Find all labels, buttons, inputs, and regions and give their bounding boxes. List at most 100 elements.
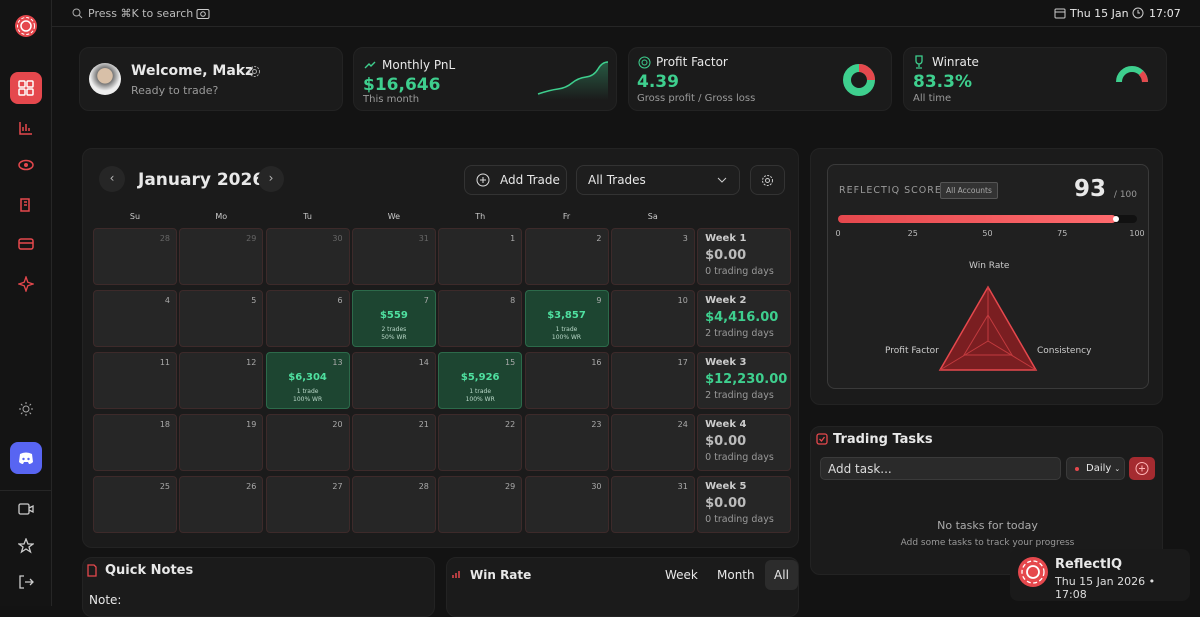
trade-filter[interactable]: All Trades: [576, 165, 740, 195]
toast-time: Thu 15 Jan 2026 • 17:08: [1055, 575, 1156, 601]
tab[interactable]: Month: [717, 568, 755, 582]
stat-sub: All time: [913, 93, 952, 104]
day-cell[interactable]: 11: [93, 352, 177, 409]
day-cell[interactable]: 24: [610, 414, 695, 471]
day-number: 28: [418, 482, 429, 491]
day-cell[interactable]: 28: [93, 228, 177, 285]
day-number: 1: [510, 234, 516, 243]
week-pnl: $0.00: [705, 496, 747, 511]
day-cell[interactable]: 2: [524, 228, 609, 285]
week-days: 2 trading days: [705, 328, 774, 339]
day-cell[interactable]: 17: [610, 352, 695, 409]
day-number: 2: [596, 234, 602, 243]
day-cell[interactable]: 12: [179, 352, 264, 409]
day-cell[interactable]: 26: [179, 476, 264, 533]
day-number: 5: [251, 296, 257, 305]
day-cell[interactable]: 3: [610, 228, 695, 285]
period-select[interactable]: Daily ⌄: [1066, 457, 1125, 480]
toast: ReflectIQ Thu 15 Jan 2026 • 17:08: [1010, 549, 1190, 601]
day-winrate: 100% WR: [551, 334, 582, 341]
day-cell[interactable]: 7 $559 2 trades 50% WR: [351, 290, 436, 347]
day-pnl: $6,304: [288, 372, 327, 383]
logout[interactable]: [18, 574, 34, 590]
day-cell[interactable]: 15 $5,926 1 trade 100% WR: [438, 352, 523, 409]
day-cell[interactable]: 28: [351, 476, 436, 533]
logo[interactable]: [14, 14, 38, 38]
nav-video[interactable]: [18, 502, 34, 516]
search[interactable]: Press ⌘K to search: [88, 7, 194, 20]
weekday-label: Sa: [647, 212, 658, 221]
day-cell[interactable]: 21: [351, 414, 436, 471]
day-cell[interactable]: 16: [524, 352, 609, 409]
score-tick: 100: [1129, 229, 1145, 238]
day-cell[interactable]: 19: [179, 414, 264, 471]
day-trades: 2 trades: [381, 326, 407, 333]
theme-toggle[interactable]: [19, 402, 33, 416]
day-cell[interactable]: 9 $3,857 1 trade 100% WR: [524, 290, 609, 347]
week-label: Week 1: [705, 233, 747, 244]
screenshot-button[interactable]: [196, 7, 210, 19]
settings[interactable]: [248, 65, 261, 78]
day-cell[interactable]: 13 $6,304 1 trade 100% WR: [265, 352, 350, 409]
day-cell[interactable]: 18: [93, 414, 177, 471]
week-pnl: $0.00: [705, 248, 747, 263]
day-cell[interactable]: 29: [179, 228, 264, 285]
nav-reports[interactable]: [18, 120, 34, 136]
add-task-button[interactable]: [1129, 457, 1155, 480]
day-number: 29: [505, 482, 516, 491]
next-month[interactable]: ›: [258, 166, 284, 192]
day-cell[interactable]: 1: [438, 228, 523, 285]
day-cell[interactable]: 31: [610, 476, 695, 533]
time: 17:07: [1149, 7, 1181, 20]
prev-month[interactable]: ‹: [99, 166, 125, 192]
day-cell[interactable]: 5: [179, 290, 264, 347]
day-number: 29: [246, 234, 257, 243]
score-tick: 75: [1057, 229, 1068, 238]
day-cell[interactable]: 14: [351, 352, 436, 409]
day-cell[interactable]: 20: [265, 414, 350, 471]
notes-panel: Quick Notes Note:: [82, 557, 435, 617]
day-cell[interactable]: 27: [265, 476, 350, 533]
discord-button[interactable]: [10, 442, 42, 474]
day-cell[interactable]: 30: [265, 228, 350, 285]
nav-favorites[interactable]: [18, 538, 34, 554]
day-number: 28: [159, 234, 170, 243]
topbar: Press ⌘K to search Thu 15 Jan 17:07: [52, 0, 1200, 27]
tab-active[interactable]: All: [765, 560, 798, 590]
radar-label: Win Rate: [969, 261, 1010, 271]
day-cell[interactable]: 25: [93, 476, 177, 533]
tab[interactable]: Week: [665, 568, 698, 582]
day-pnl: $559: [379, 310, 408, 321]
day-cell[interactable]: 31: [351, 228, 436, 285]
day-trades: 1 trade: [296, 388, 319, 395]
week-days: 0 trading days: [705, 266, 774, 277]
nav-dashboard[interactable]: [10, 72, 42, 104]
avatar: [89, 63, 121, 95]
stat-value: 4.39: [637, 72, 679, 92]
score-badge[interactable]: All Accounts: [940, 182, 998, 199]
score-tick: 25: [907, 229, 918, 238]
day-cell[interactable]: 30: [524, 476, 609, 533]
calendar-settings[interactable]: [750, 165, 785, 195]
nav-journal[interactable]: [18, 197, 34, 213]
score-max: / 100: [1113, 190, 1137, 200]
day-cell[interactable]: 10: [610, 290, 695, 347]
nav-ai[interactable]: [18, 276, 34, 292]
stat-label: Monthly PnL: [382, 58, 456, 72]
week-days: 0 trading days: [705, 514, 774, 525]
day-cell[interactable]: 23: [524, 414, 609, 471]
day-cell[interactable]: 22: [438, 414, 523, 471]
winrate-title: Win Rate: [470, 568, 532, 582]
add-trade-button[interactable]: Add Trade: [464, 165, 567, 195]
day-number: 4: [164, 296, 170, 305]
stat-value: 83.3%: [913, 72, 972, 92]
weekday-label: Tu: [303, 212, 312, 221]
task-input[interactable]: Add task...: [820, 457, 1061, 480]
nav-accounts[interactable]: [18, 236, 34, 252]
day-cell[interactable]: 29: [438, 476, 523, 533]
pnl-card: Monthly PnL $16,646 This month: [353, 47, 617, 111]
nav-view[interactable]: [18, 157, 34, 173]
day-cell[interactable]: 4: [93, 290, 177, 347]
day-cell[interactable]: 6: [265, 290, 350, 347]
day-cell[interactable]: 8: [438, 290, 523, 347]
